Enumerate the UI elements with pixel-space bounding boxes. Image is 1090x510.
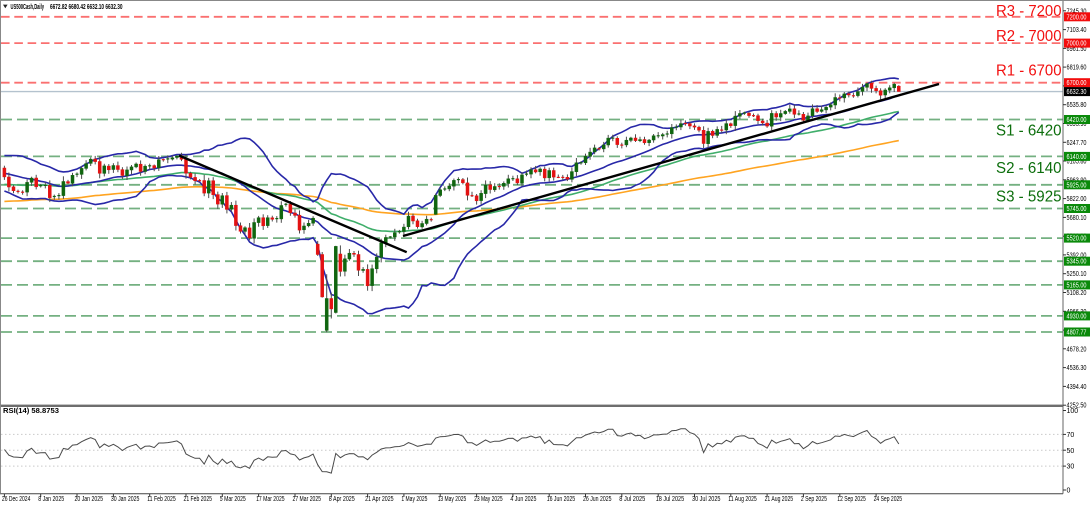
svg-text:6819.60: 6819.60 [1067, 65, 1087, 72]
svg-text:20 Jan 2025: 20 Jan 2025 [75, 496, 104, 503]
svg-text:6632.30: 6632.30 [1067, 89, 1087, 96]
svg-text:12 Sep 2025: 12 Sep 2025 [837, 496, 866, 503]
svg-text:5925.00: 5925.00 [1067, 182, 1087, 189]
svg-text:4678.20: 4678.20 [1067, 346, 1087, 353]
svg-text:2 Sep 2025: 2 Sep 2025 [801, 496, 827, 503]
svg-text:6105.80: 6105.80 [1067, 159, 1087, 166]
svg-text:50: 50 [1067, 448, 1075, 455]
svg-text:70: 70 [1067, 432, 1075, 439]
svg-text:8 Jul 2025: 8 Jul 2025 [619, 496, 645, 503]
svg-text:R3 - 7200: R3 - 7200 [996, 3, 1062, 20]
svg-text:5822.00: 5822.00 [1067, 196, 1087, 203]
svg-text:5250.10: 5250.10 [1067, 271, 1087, 278]
svg-text:4930.00: 4930.00 [1067, 313, 1087, 320]
svg-text:1 May 2025: 1 May 2025 [401, 496, 427, 503]
svg-text:30 Jan 2025: 30 Jan 2025 [111, 496, 140, 503]
svg-text:S2 - 6140: S2 - 6140 [996, 160, 1062, 177]
svg-text:5392.00: 5392.00 [1067, 252, 1087, 259]
svg-text:5 Mar 2025: 5 Mar 2025 [220, 496, 246, 503]
svg-text:30: 30 [1067, 464, 1075, 471]
svg-text:8 Jan 2025: 8 Jan 2025 [38, 496, 64, 503]
svg-text:5745.00: 5745.00 [1067, 206, 1087, 213]
svg-text:4394.40: 4394.40 [1067, 384, 1087, 391]
svg-text:7103.40: 7103.40 [1067, 27, 1087, 34]
svg-text:S3 - 5925: S3 - 5925 [996, 189, 1062, 206]
svg-text:6140.00: 6140.00 [1067, 154, 1087, 161]
svg-text:100: 100 [1067, 408, 1079, 415]
svg-text:7200.00: 7200.00 [1067, 14, 1087, 21]
svg-text:11 Aug 2025: 11 Aug 2025 [728, 496, 757, 503]
svg-text:5108.20: 5108.20 [1067, 290, 1087, 297]
svg-text:24 Sep 2025: 24 Sep 2025 [874, 496, 903, 503]
svg-text:6393.90: 6393.90 [1067, 121, 1087, 128]
svg-text:4252.50: 4252.50 [1067, 403, 1087, 410]
svg-text:7000.00: 7000.00 [1067, 41, 1087, 48]
svg-text:6247.70: 6247.70 [1067, 140, 1087, 147]
svg-text:16 Jun 2025: 16 Jun 2025 [547, 496, 576, 503]
svg-text:4 Jun 2025: 4 Jun 2025 [510, 496, 536, 503]
svg-text:RSI(14) 58.8753: RSI(14) 58.8753 [3, 406, 59, 415]
svg-text:13 May 2025: 13 May 2025 [438, 496, 467, 503]
svg-text:11 Feb 2025: 11 Feb 2025 [147, 496, 176, 503]
svg-text:8 Apr 2025: 8 Apr 2025 [329, 496, 355, 503]
svg-text:26 Dec 2024: 26 Dec 2024 [2, 496, 31, 503]
svg-text:5520.00: 5520.00 [1067, 236, 1087, 243]
svg-text:4536.30: 4536.30 [1067, 365, 1087, 372]
svg-text:26 Jun 2025: 26 Jun 2025 [583, 496, 612, 503]
svg-text:0: 0 [1067, 488, 1071, 495]
svg-text:18 Jul 2025: 18 Jul 2025 [656, 496, 685, 503]
svg-text:6535.80: 6535.80 [1067, 102, 1087, 109]
svg-text:17 Mar 2025: 17 Mar 2025 [256, 496, 285, 503]
svg-text:7245.30: 7245.30 [1067, 8, 1087, 15]
svg-text:5680.10: 5680.10 [1067, 215, 1087, 222]
svg-text:21 Feb 2025: 21 Feb 2025 [184, 496, 213, 503]
svg-text:30 Jul 2025: 30 Jul 2025 [692, 496, 721, 503]
svg-text:S1 - 6420: S1 - 6420 [996, 123, 1062, 140]
svg-text:4807.77: 4807.77 [1067, 330, 1087, 337]
svg-text:21 Aug 2025: 21 Aug 2025 [765, 496, 794, 503]
svg-text:US500Cash,Daily: US500Cash,Daily [11, 2, 45, 11]
svg-text:23 May 2025: 23 May 2025 [474, 496, 503, 503]
svg-text:6961.50: 6961.50 [1067, 46, 1087, 53]
svg-text:6700.00: 6700.00 [1067, 80, 1087, 87]
svg-text:5345.00: 5345.00 [1067, 259, 1087, 266]
svg-text:R1 - 6700: R1 - 6700 [996, 63, 1062, 80]
svg-text:5165.00: 5165.00 [1067, 282, 1087, 289]
svg-text:27 Mar 2025: 27 Mar 2025 [293, 496, 322, 503]
svg-text:R2 - 7000: R2 - 7000 [996, 28, 1062, 45]
svg-text:21 Apr 2025: 21 Apr 2025 [365, 496, 394, 503]
svg-text:6672.82 6680.42 6632.10 6632.3: 6672.82 6680.42 6632.10 6632.30 [50, 2, 123, 11]
svg-text:6420.00: 6420.00 [1067, 117, 1087, 124]
